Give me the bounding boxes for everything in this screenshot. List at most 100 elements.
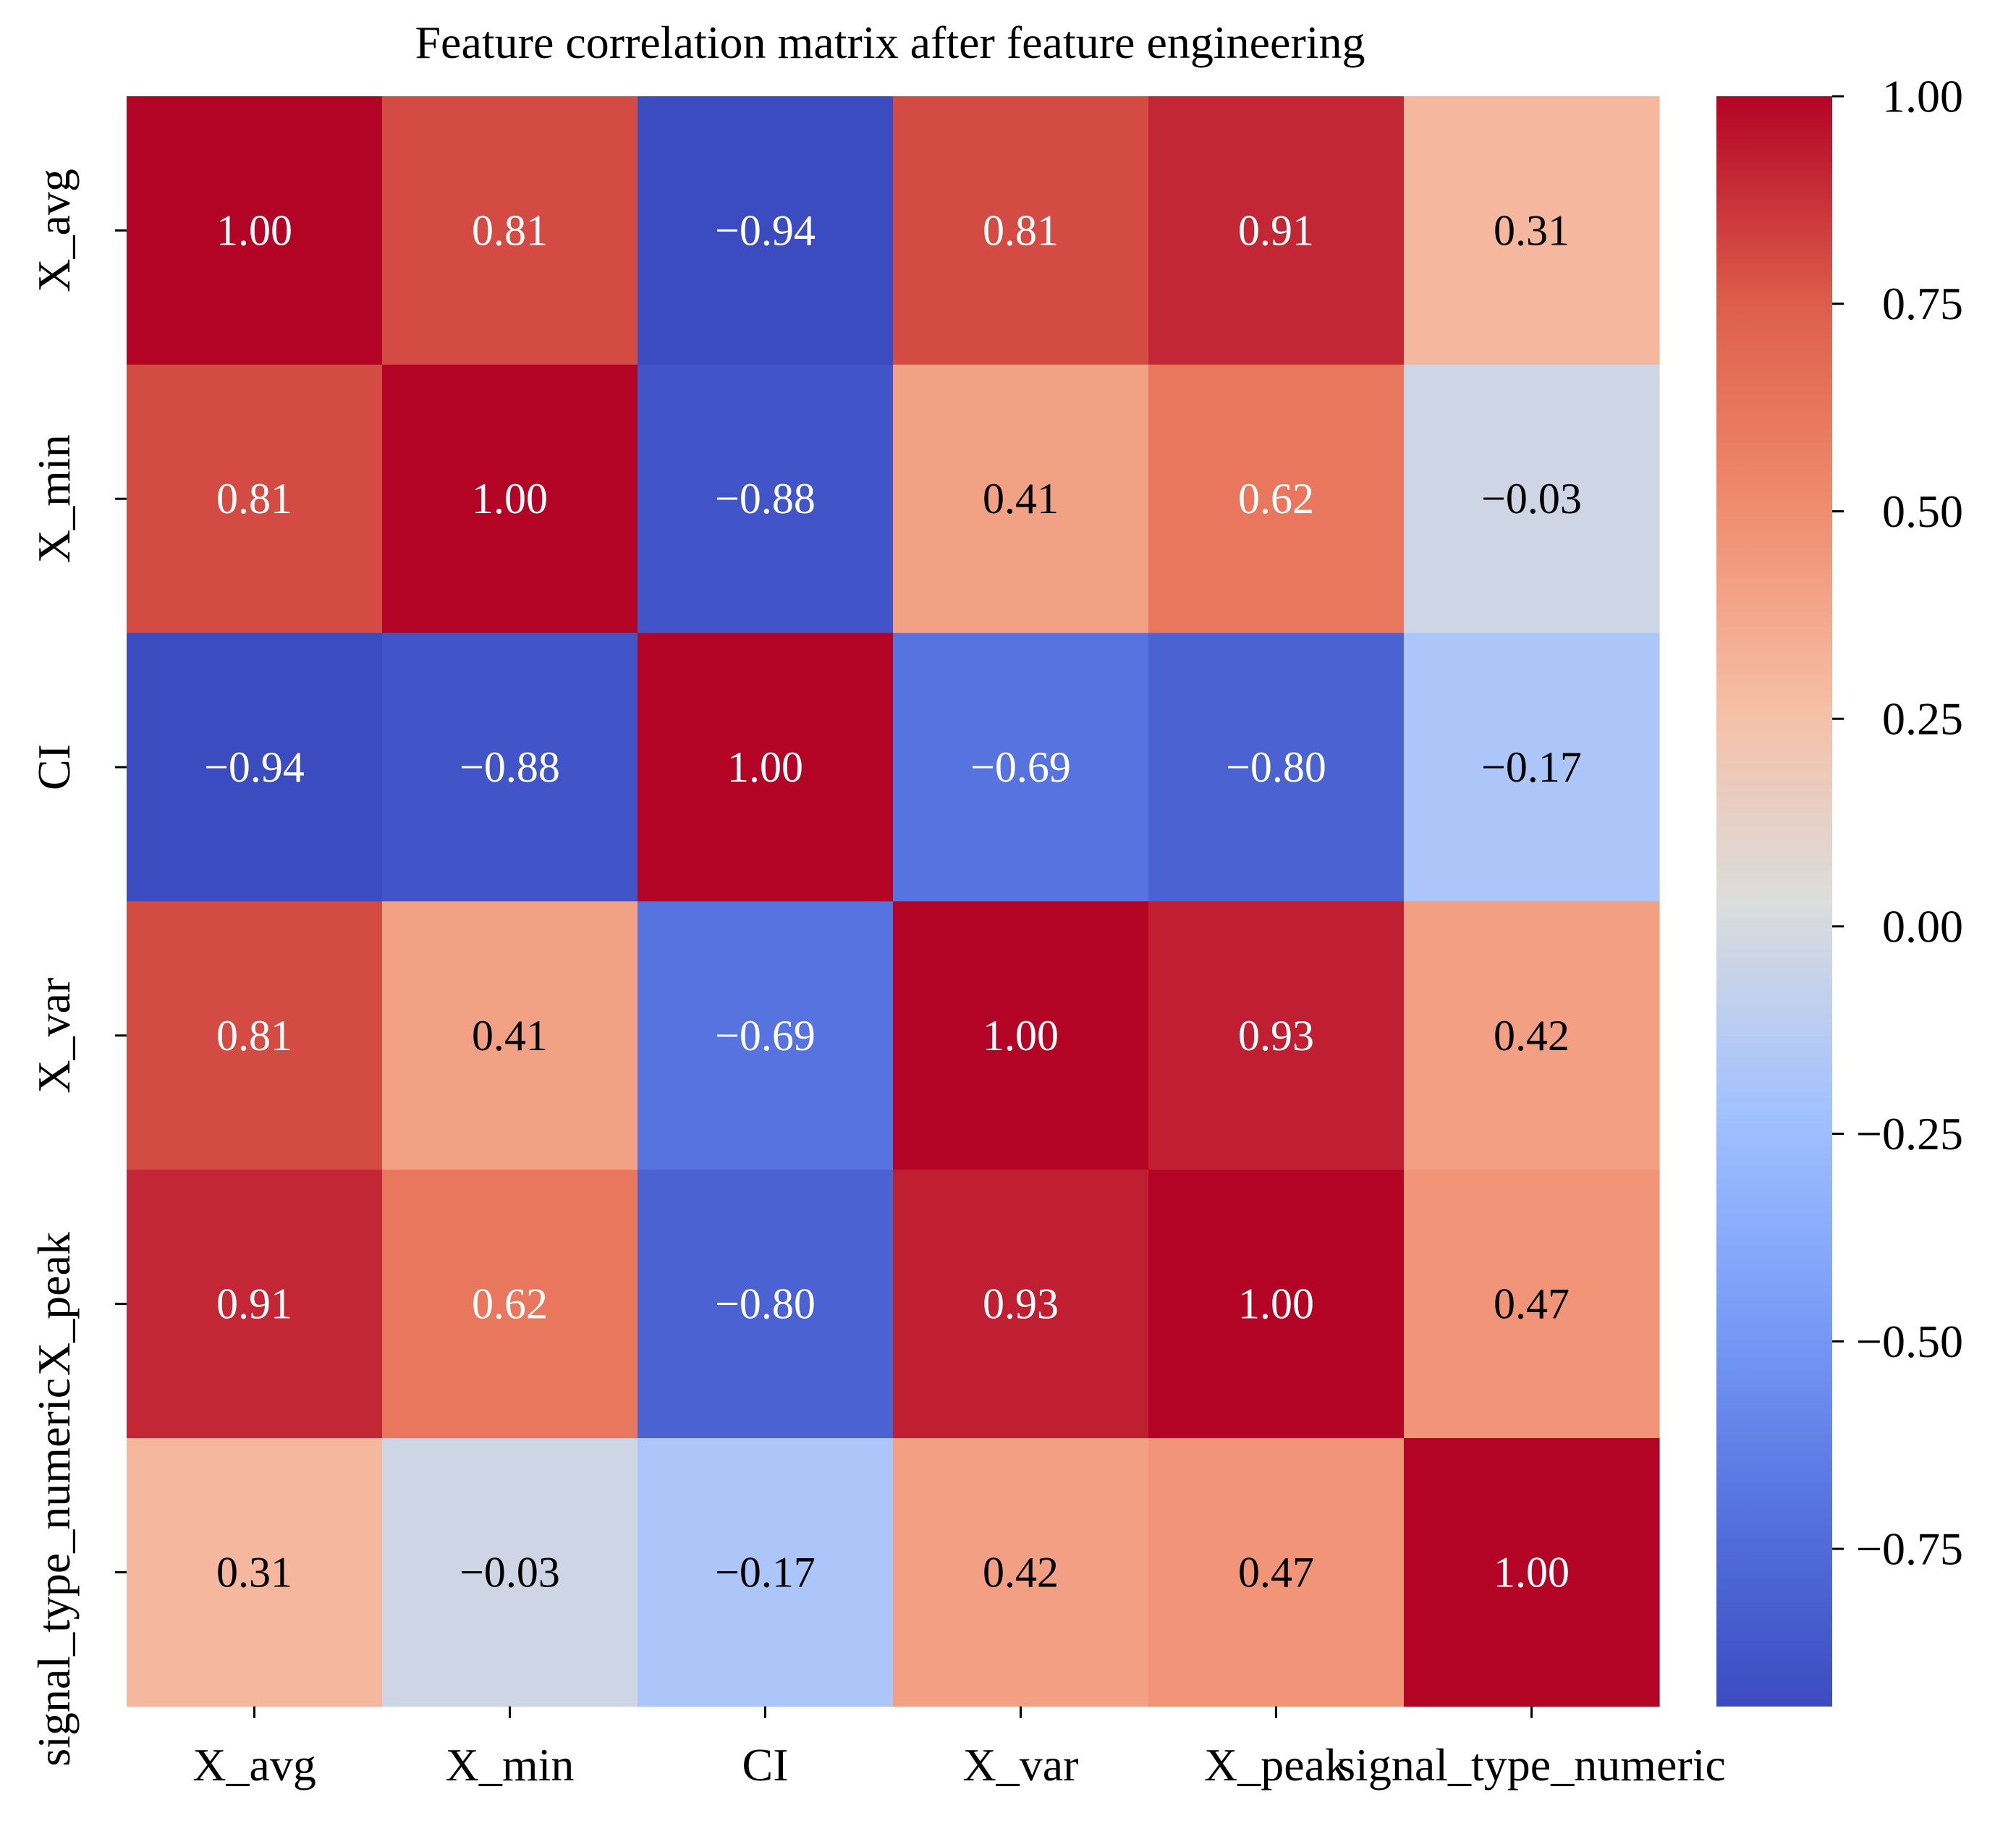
heatmap-cell-signal_type_numeric-CI bbox=[638, 1438, 894, 1707]
colorbar-tick-label: 1.00 bbox=[1882, 71, 1963, 122]
cell-value-label: 0.81 bbox=[472, 206, 548, 254]
cell-value-label: 1.00 bbox=[1238, 1280, 1314, 1328]
heatmap-cell-signal_type_numeric-X_peak bbox=[1148, 1438, 1405, 1707]
heatmap-cell-X_avg-X_var bbox=[893, 96, 1149, 365]
colorbar-tick-label: −0.75 bbox=[1856, 1523, 1963, 1575]
cell-value-label: −0.03 bbox=[1481, 475, 1582, 523]
cell-value-label: 0.47 bbox=[1494, 1280, 1570, 1328]
y-tick-label: X_min bbox=[28, 434, 80, 563]
heatmap-cell-X_peak-CI bbox=[638, 1170, 894, 1439]
x-tick-label: X_avg bbox=[192, 1739, 316, 1791]
heatmap-cell-X_peak-X_var bbox=[893, 1170, 1149, 1439]
colorbar-tick-label: 0.75 bbox=[1882, 278, 1963, 329]
heatmap-annotations: 1.00 0.81 −0.94 0.81 0.91 0.31 0.81 1.00 −0.88 0.… bbox=[204, 206, 1582, 1596]
chart-title: Feature correlation matrix after feature… bbox=[415, 17, 1365, 68]
cell-value-label: 0.41 bbox=[983, 475, 1059, 523]
heatmap-cell-X_var-X_min bbox=[382, 901, 638, 1170]
colorbar-tick-label: −0.50 bbox=[1856, 1316, 1963, 1367]
x-tick-label: CI bbox=[742, 1739, 789, 1791]
heatmap-cell-X_min-signal_type_numeric bbox=[1404, 364, 1660, 634]
cell-value-label: 0.91 bbox=[216, 1280, 292, 1328]
cell-value-label: 0.81 bbox=[216, 1012, 292, 1060]
heatmap-cell-CI-X_peak bbox=[1148, 633, 1405, 902]
cell-value-label: −0.17 bbox=[1481, 743, 1582, 791]
cell-value-label: 1.00 bbox=[727, 743, 803, 791]
cell-value-label: −0.80 bbox=[715, 1280, 816, 1328]
cell-value-label: −0.69 bbox=[970, 743, 1071, 791]
y-tick-label: X_peak bbox=[28, 1232, 80, 1376]
heatmap-cell-CI-X_min bbox=[382, 633, 638, 902]
cell-value-label: 0.62 bbox=[472, 1280, 548, 1328]
cell-value-label: 0.91 bbox=[1238, 206, 1314, 254]
x-axis: X_avg X_min CI X_var X_peaksignal_type_numer… bbox=[192, 1706, 1726, 1791]
heatmap-cell-X_min-CI bbox=[638, 364, 894, 634]
heatmap-cell-X_min-X_peak bbox=[1148, 364, 1405, 634]
x-tick-label: X_var bbox=[963, 1739, 1079, 1791]
colorbar-tick-label: 0.25 bbox=[1882, 693, 1963, 745]
heatmap-cell-X_var-X_peak bbox=[1148, 901, 1405, 1170]
heatmap-cell-CI-X_var bbox=[893, 633, 1149, 902]
heatmap-cell-X_peak-X_peak bbox=[1148, 1170, 1405, 1439]
colorbar-axis: 1.00 0.75 0.50 0.25 0.00 −0.25 −0.50 −0.75 bbox=[1832, 71, 1963, 1575]
heatmap-cell-signal_type_numeric-X_avg bbox=[127, 1438, 383, 1707]
cell-value-label: −0.17 bbox=[715, 1548, 816, 1596]
heatmap-cell-X_var-X_avg bbox=[127, 901, 383, 1170]
heatmap-cell-X_avg-CI bbox=[638, 96, 894, 365]
cell-value-label: 0.81 bbox=[983, 206, 1059, 254]
y-tick-label: X_avg bbox=[28, 169, 80, 292]
heatmap-cell-X_avg-signal_type_numeric bbox=[1404, 96, 1660, 365]
y-tick-label: signal_type_numeric bbox=[28, 1378, 80, 1767]
heatmap-cell-X_peak-X_min bbox=[382, 1170, 638, 1439]
cell-value-label: 0.93 bbox=[1238, 1012, 1314, 1060]
heatmap-cell-X_peak-signal_type_numeric bbox=[1404, 1170, 1660, 1439]
cell-value-label: 0.41 bbox=[472, 1012, 548, 1060]
cell-value-label: 0.42 bbox=[1494, 1012, 1570, 1060]
cell-value-label: 0.31 bbox=[1494, 206, 1570, 254]
cell-value-label: 0.42 bbox=[983, 1548, 1059, 1596]
cell-value-label: 0.47 bbox=[1238, 1548, 1314, 1596]
cell-value-label: 0.93 bbox=[983, 1280, 1059, 1328]
heatmap-cell-CI-signal_type_numeric bbox=[1404, 633, 1660, 902]
heatmap-cell-X_var-signal_type_numeric bbox=[1404, 901, 1660, 1170]
heatmap-cell-signal_type_numeric-X_var bbox=[893, 1438, 1149, 1707]
heatmap-cell-X_min-X_min bbox=[382, 364, 638, 634]
colorbar-tick-label: −0.25 bbox=[1856, 1108, 1963, 1159]
heatmap-cell-CI-X_avg bbox=[127, 633, 383, 902]
cell-value-label: 0.62 bbox=[1238, 475, 1314, 523]
y-tick-label: CI bbox=[28, 744, 80, 790]
cell-value-label: −0.69 bbox=[715, 1012, 816, 1060]
cell-value-label: −0.80 bbox=[1226, 743, 1326, 791]
colorbar bbox=[1716, 96, 1832, 1707]
heatmap-cell-X_avg-X_avg bbox=[127, 96, 383, 365]
colorbar-tick-label: 0.50 bbox=[1882, 486, 1963, 537]
cell-value-label: 0.81 bbox=[216, 475, 292, 523]
cell-value-label: 1.00 bbox=[216, 206, 292, 254]
colorbar-tick-label: 0.00 bbox=[1882, 900, 1963, 952]
cell-value-label: −0.88 bbox=[459, 743, 560, 791]
heatmap-cell-X_avg-X_peak bbox=[1148, 96, 1405, 365]
heatmap-cell-signal_type_numeric-signal_type_numeric bbox=[1404, 1438, 1660, 1707]
heatmap-cell-X_min-X_var bbox=[893, 364, 1149, 634]
heatmap-cell-X_peak-X_avg bbox=[127, 1170, 383, 1439]
x-tick-label: signal_type_numeric bbox=[1337, 1739, 1726, 1791]
cell-value-label: 0.31 bbox=[216, 1548, 292, 1596]
heatmap-cell-X_var-X_var bbox=[893, 901, 1149, 1170]
y-axis: X_avg X_min CI X_var X_peaksignal_type_numer… bbox=[28, 169, 127, 1767]
cell-value-label: −0.88 bbox=[715, 475, 816, 523]
cell-value-label: 1.00 bbox=[472, 475, 548, 523]
cell-value-label: 1.00 bbox=[1494, 1548, 1570, 1596]
cell-value-label: −0.94 bbox=[715, 206, 816, 254]
heatmap-cell-X_min-X_avg bbox=[127, 364, 383, 634]
y-tick-label: X_var bbox=[28, 978, 80, 1094]
heatmap-cell-X_avg-X_min bbox=[382, 96, 638, 365]
heatmap-cell-signal_type_numeric-X_min bbox=[382, 1438, 638, 1707]
x-tick-label: X_min bbox=[446, 1739, 575, 1791]
cell-value-label: −0.03 bbox=[459, 1548, 560, 1596]
cell-value-label: −0.94 bbox=[204, 743, 305, 791]
heatmap-cells bbox=[127, 96, 1660, 1707]
x-tick-label: X_peak bbox=[1204, 1739, 1348, 1791]
cell-value-label: 1.00 bbox=[983, 1012, 1059, 1060]
heatmap-cell-X_var-CI bbox=[638, 901, 894, 1170]
heatmap-cell-CI-CI bbox=[638, 633, 894, 902]
